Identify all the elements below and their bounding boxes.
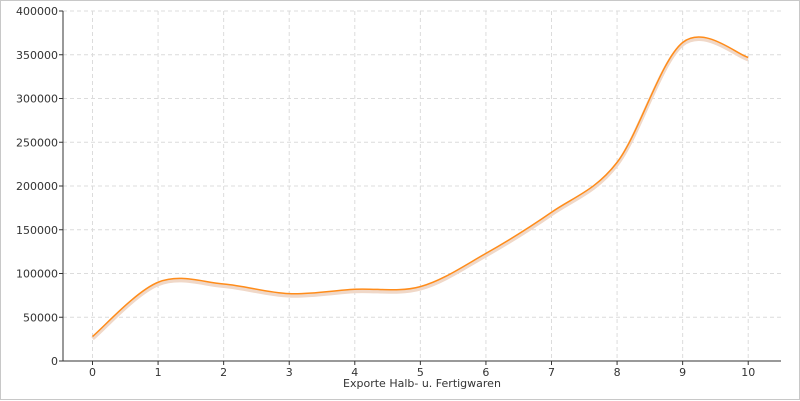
x-tick-label: 6 [482,366,489,379]
y-tick-label: 350000 [16,49,58,62]
grid [63,10,781,362]
y-tick-label: 150000 [16,224,58,237]
x-tick-label: 4 [351,366,358,379]
y-axis-ticks: 0 50000 100000 150000 200000 250000 300000 3500… [16,5,63,368]
y-tick-label: 50000 [23,311,58,324]
x-axis-ticks: 0 1 2 3 4 5 6 7 8 9 10 [89,361,755,379]
x-tick-label: 7 [548,366,555,379]
y-tick-label: 200000 [16,180,58,193]
x-axis-title: Exporte Halb- u. Fertigwaren [343,377,501,390]
y-tick-label: 0 [51,355,58,368]
series [91,36,749,341]
series-line [92,36,749,338]
x-tick-label: 1 [155,366,162,379]
x-tick-label: 9 [679,366,686,379]
x-tick-label: 5 [417,366,424,379]
y-tick-label: 100000 [16,268,58,281]
x-tick-label: 8 [614,366,621,379]
x-tick-label: 0 [89,366,96,379]
series-shadow [91,37,749,341]
y-tick-label: 250000 [16,136,58,149]
y-tick-label: 400000 [16,5,58,18]
x-tick-label: 2 [220,366,227,379]
x-tick-label: 10 [741,366,755,379]
y-tick-label: 300000 [16,93,58,106]
x-tick-label: 3 [286,366,293,379]
